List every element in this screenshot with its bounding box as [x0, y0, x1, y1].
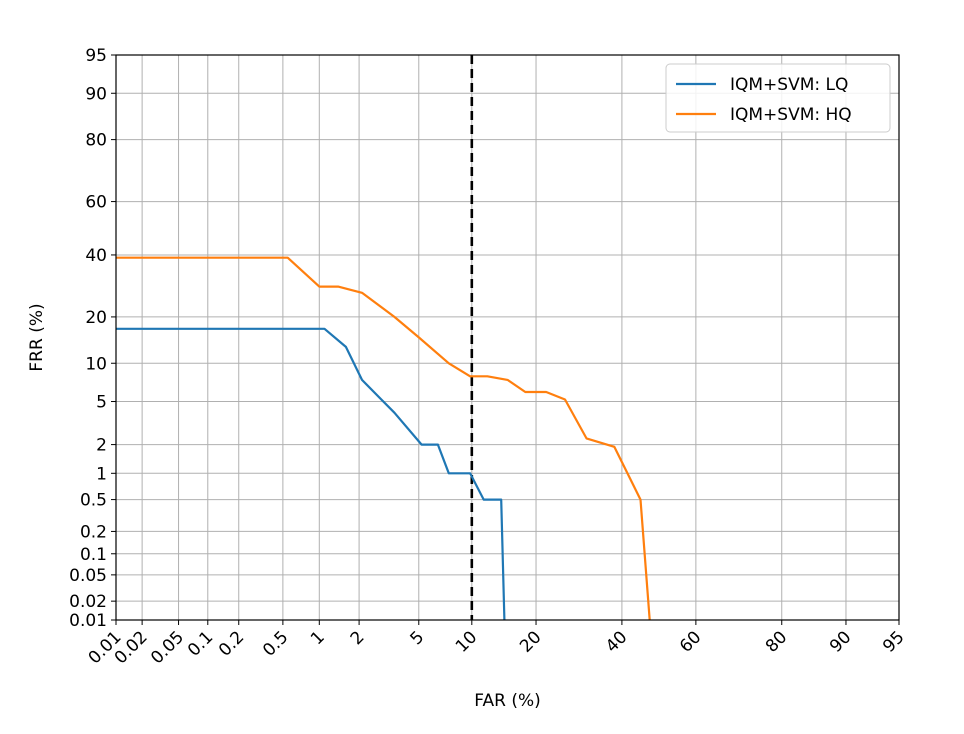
- y-tick-label: 1: [96, 464, 107, 484]
- grid-layer: [115, 54, 900, 621]
- series-line-hq: [116, 256, 651, 621]
- x-tick-label: 2: [347, 627, 369, 649]
- y-tick-label: 90: [85, 84, 107, 104]
- series-layer: [116, 256, 651, 621]
- x-tick-label: 60: [676, 627, 705, 656]
- legend-label: IQM+SVM: HQ: [730, 105, 852, 125]
- x-tick-label: 0.2: [215, 627, 248, 660]
- x-tick-label: 10: [452, 627, 481, 656]
- x-tick-label: 20: [516, 627, 545, 656]
- x-tick-label: 0.1: [184, 627, 217, 660]
- x-tick-label: 40: [602, 627, 631, 656]
- x-tick-label: 95: [879, 627, 908, 656]
- x-tick-label: 1: [307, 627, 329, 649]
- y-tick-label: 95: [85, 46, 107, 66]
- y-tick-label: 0.01: [69, 611, 107, 631]
- y-tick-label: 2: [96, 436, 107, 456]
- series-line-lq: [116, 327, 506, 621]
- y-tick-label: 20: [85, 308, 107, 328]
- y-tick-label: 10: [85, 354, 107, 374]
- x-tick-label: 0.05: [147, 627, 188, 668]
- legend-box: [665, 63, 891, 133]
- y-tick-label: 0.1: [80, 545, 107, 565]
- y-tick-label: 0.2: [80, 522, 107, 542]
- y-tick-label: 0.5: [80, 491, 107, 511]
- y-tick-label: 40: [85, 246, 107, 266]
- y-tick-label: 0.05: [69, 566, 107, 586]
- x-tick-label: 80: [762, 627, 791, 656]
- x-tick-label: 0.5: [259, 627, 292, 660]
- x-tick-label: 90: [826, 627, 855, 656]
- x-axis-title: FAR (%): [474, 691, 540, 711]
- y-tick-label: 0.02: [69, 592, 107, 612]
- x-tick-label: 5: [407, 627, 429, 649]
- y-tick-label: 60: [85, 193, 107, 213]
- legend: IQM+SVM: LQ IQM+SVM: HQ: [665, 63, 891, 133]
- y-tick-label: 5: [96, 393, 107, 413]
- y-axis-title: FRR (%): [27, 303, 47, 371]
- y-tick-label: 80: [85, 131, 107, 151]
- plot-frame: [115, 54, 900, 621]
- legend-label: IQM+SVM: LQ: [730, 75, 848, 95]
